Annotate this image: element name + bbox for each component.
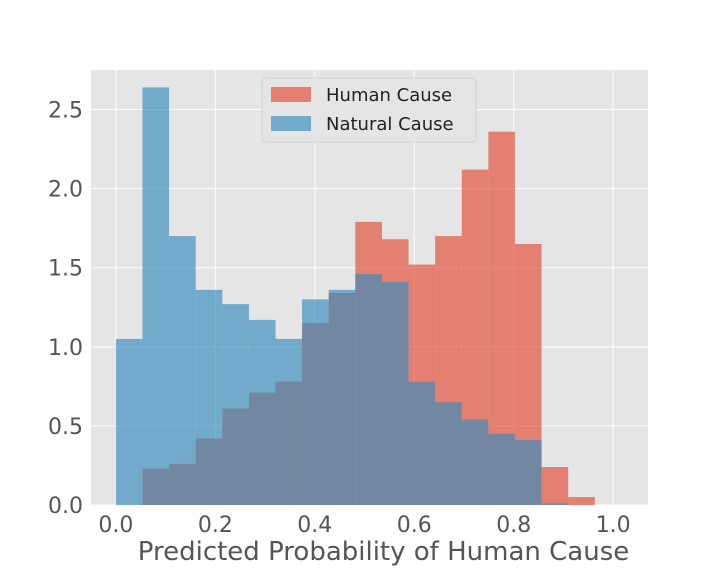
y-tick-label: 0.0 (48, 494, 83, 519)
histogram-bar (248, 319, 276, 505)
y-axis-ticks: 0.0 0.5 1.0 1.5 2.0 2.5 (48, 99, 83, 519)
x-tick-label: 0.8 (496, 513, 531, 538)
legend-swatch (271, 116, 311, 131)
histogram-bar (568, 497, 595, 505)
legend-label: Natural Cause (326, 114, 454, 135)
histogram-bar (115, 338, 143, 505)
x-tick-label: 0.2 (198, 513, 233, 538)
histogram-bar (541, 467, 569, 505)
histogram-bar (541, 503, 569, 505)
histogram-bars (115, 87, 595, 506)
histogram-bar (275, 338, 303, 505)
histogram-bar (514, 440, 542, 505)
legend: Human Cause Natural Cause (261, 77, 477, 143)
histogram-bar (488, 433, 515, 505)
histogram-bar (222, 304, 249, 505)
x-tick-label: 1.0 (596, 513, 631, 538)
histogram-bar (195, 289, 223, 505)
histogram-bar (355, 274, 382, 505)
histogram-bar (169, 236, 196, 505)
y-tick-label: 2.0 (48, 178, 83, 203)
x-tick-label: 0.0 (98, 513, 133, 538)
legend-swatch (271, 87, 311, 102)
y-tick-label: 0.5 (48, 415, 83, 440)
series-natural-cause (115, 87, 569, 506)
y-tick-label: 1.5 (48, 257, 83, 282)
x-axis-ticks: 0.0 0.2 0.4 0.6 0.8 1.0 (98, 513, 630, 538)
histogram-bar (142, 87, 170, 506)
y-tick-label: 1.0 (48, 336, 83, 361)
histogram-bar (408, 381, 436, 505)
histogram-bar (328, 289, 356, 505)
histogram-bar (302, 299, 329, 505)
histogram-bar (381, 281, 409, 505)
y-tick-label: 2.5 (48, 99, 83, 124)
x-tick-label: 0.4 (297, 513, 332, 538)
x-tick-label: 0.6 (397, 513, 432, 538)
legend-frame (261, 77, 477, 143)
legend-label: Human Cause (326, 85, 452, 106)
x-axis-label: Predicted Probability of Human Cause (138, 537, 630, 567)
histogram-bar (461, 419, 489, 505)
histogram-bar (435, 402, 462, 505)
